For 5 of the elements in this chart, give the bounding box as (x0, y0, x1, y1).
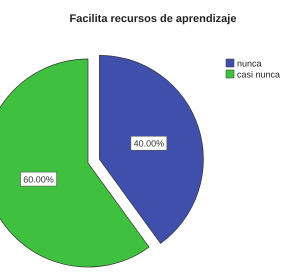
legend-label: nunca (237, 58, 262, 68)
legend-label: casi nunca (237, 70, 280, 80)
data-label: 60.00% (23, 174, 54, 185)
chart-title: Facilita recursos de aprendizaje (70, 13, 236, 25)
data-label: 40.00% (134, 138, 164, 149)
